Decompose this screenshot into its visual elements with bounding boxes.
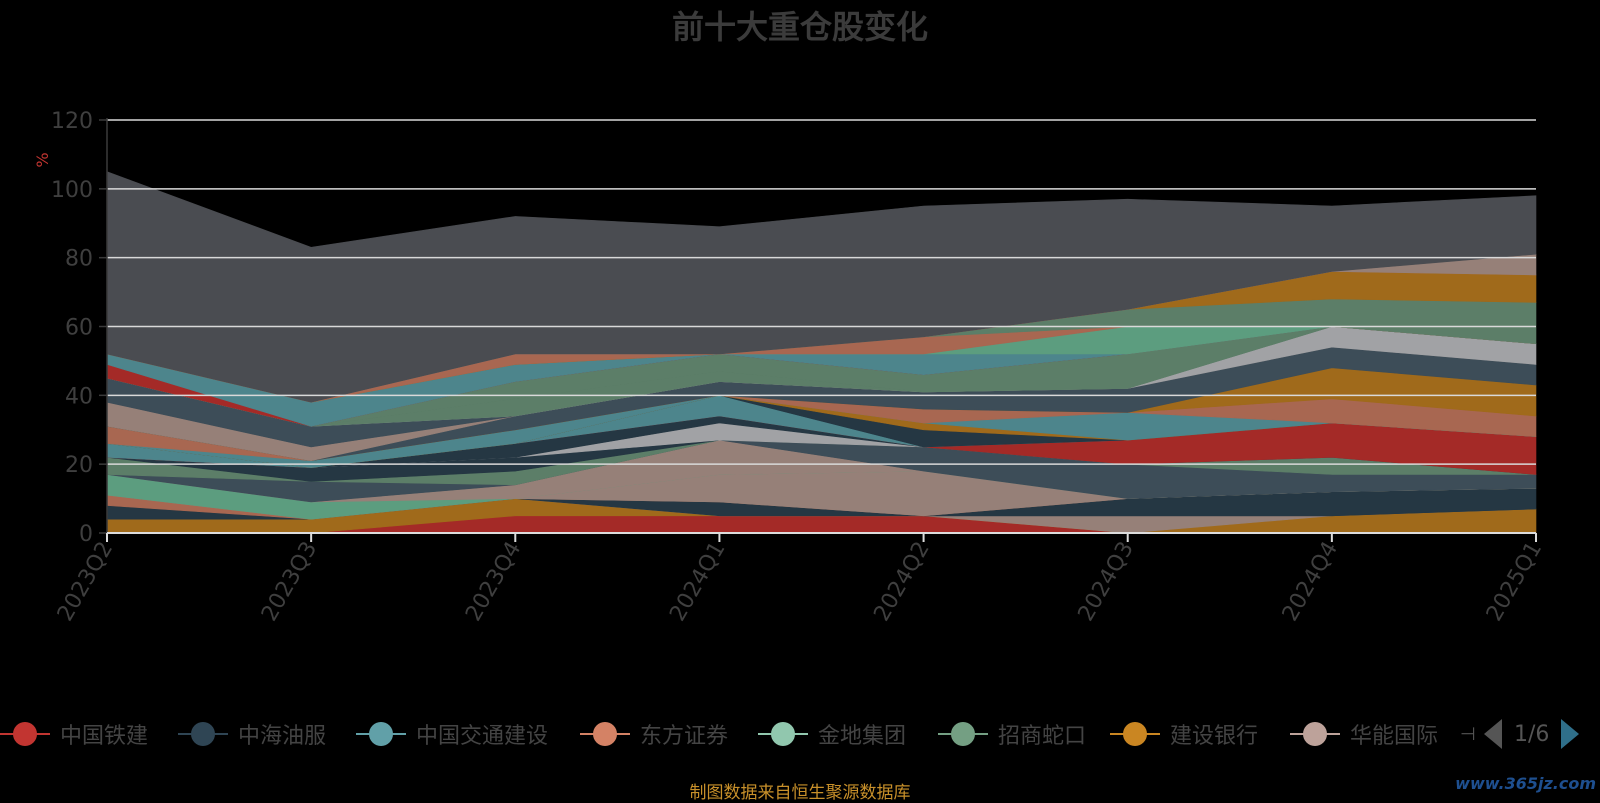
legend-item[interactable]: 建设银行 xyxy=(1110,714,1258,754)
legend-page-indicator: 1/6 xyxy=(1514,721,1550,747)
legend-next-page-icon[interactable] xyxy=(1561,719,1580,749)
legend-item[interactable]: 中国铁建 xyxy=(0,714,148,754)
legend-item[interactable]: 中国交通建设 xyxy=(356,714,548,754)
legend-overflow-icon: ⊣ xyxy=(1460,723,1476,745)
legend-label: 东方证券 xyxy=(640,724,729,749)
legend-pager: ⊣ 1/6 xyxy=(1460,714,1580,754)
area-series xyxy=(106,171,1537,534)
legend-marker-icon xyxy=(580,714,630,754)
y-axis-unit: % xyxy=(33,152,52,167)
legend-item[interactable]: 中海油服 xyxy=(178,714,326,754)
legend-label: 华能国际 xyxy=(1350,724,1439,749)
legend-item[interactable]: 招商蛇口 xyxy=(938,714,1086,754)
y-tick-label: 40 xyxy=(65,384,93,409)
chart-legend: 中国铁建 中海油服 中国交通建设 东方证券 金地集团 招商蛇口 建设银行 华能国际 xyxy=(0,714,1600,754)
legend-label: 中海油服 xyxy=(238,724,327,749)
legend-marker-icon xyxy=(1290,714,1340,754)
legend-label: 招商蛇口 xyxy=(998,724,1087,749)
legend-label: 金地集团 xyxy=(818,724,907,749)
source-note: 制图数据来自恒生聚源数据库 xyxy=(689,783,911,803)
x-tick-label: 2024Q4 xyxy=(1278,538,1343,626)
legend-item[interactable]: 金地集团 xyxy=(758,714,906,754)
y-tick-label: 0 xyxy=(79,522,93,547)
x-tick-label: 2024Q1 xyxy=(665,538,730,626)
legend-marker-icon xyxy=(0,714,50,754)
x-tick-label: 2023Q3 xyxy=(257,538,322,626)
x-tick-label: 2024Q2 xyxy=(869,538,934,626)
y-tick-label: 120 xyxy=(51,109,93,134)
y-tick-label: 80 xyxy=(65,247,93,272)
x-tick-label: 2025Q1 xyxy=(1482,538,1547,626)
y-tick-label: 100 xyxy=(51,178,93,203)
area-series-35 xyxy=(106,171,1537,403)
legend-item[interactable]: 东方证券 xyxy=(580,714,728,754)
watermark: www.365jz.com xyxy=(1455,774,1596,793)
legend-marker-icon xyxy=(1110,714,1160,754)
legend-marker-icon xyxy=(758,714,808,754)
legend-label: 中国铁建 xyxy=(60,724,149,749)
legend-marker-icon xyxy=(938,714,988,754)
legend-marker-icon xyxy=(356,714,406,754)
y-tick-label: 60 xyxy=(65,316,93,341)
legend-item[interactable]: 华能国际 xyxy=(1290,714,1438,754)
legend-label: 中国交通建设 xyxy=(416,724,549,749)
x-tick-label: 2023Q2 xyxy=(53,538,118,626)
chart-title: 前十大重仓股变化 xyxy=(671,8,928,46)
y-tick-label: 20 xyxy=(65,453,93,478)
legend-marker-icon xyxy=(178,714,228,754)
chart-plot: 0 20 40 60 80 100 120 2023Q2 2023Q3 2023Q4 2024Q1 2… xyxy=(33,109,1547,626)
x-tick-label: 2024Q3 xyxy=(1074,538,1139,626)
x-tick-label: 2023Q4 xyxy=(461,538,526,626)
legend-label: 建设银行 xyxy=(1170,724,1259,749)
legend-prev-page-icon[interactable] xyxy=(1484,719,1502,749)
